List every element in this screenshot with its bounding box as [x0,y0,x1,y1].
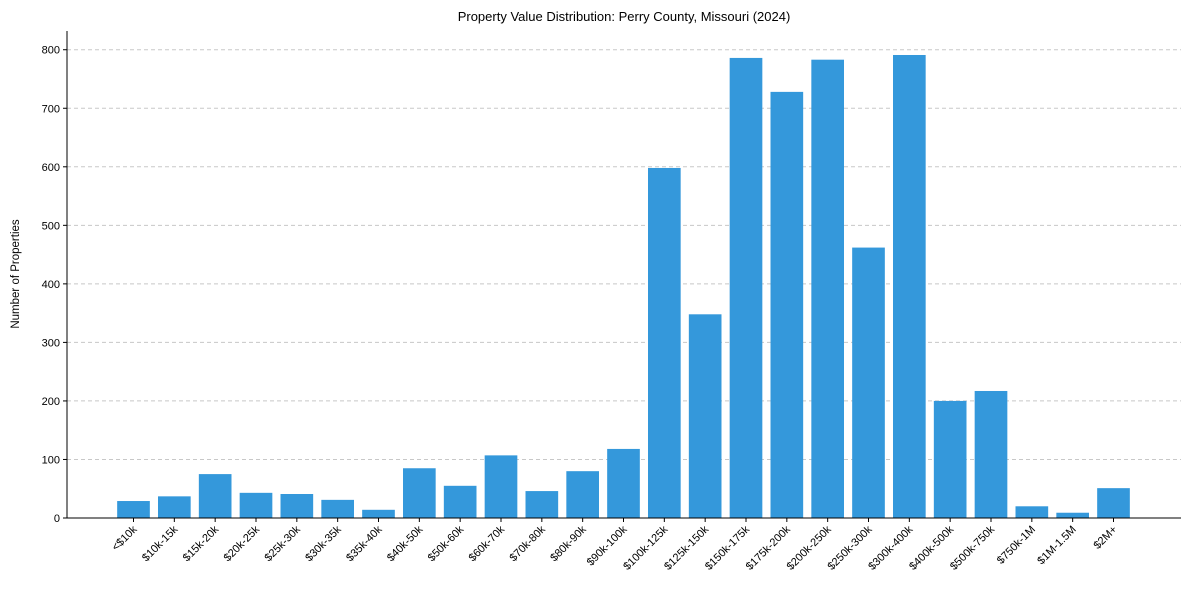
x-tick-label: $2M+ [1091,524,1119,552]
bar-10 [525,491,559,518]
bar-6 [362,509,395,518]
x-tick-label: $40k-50k [385,523,426,564]
x-tick-label: $60k-70k [467,523,508,564]
axes [66,31,1181,519]
y-tick-label: 800 [42,45,60,57]
bar-1 [158,496,191,518]
x-axis-ticks: <$10k $10k-15k $15k-20k $20k-25k $25k-30k $30… [110,518,1120,573]
x-tick-label: $15k-20k [181,523,222,564]
y-tick-label: 400 [42,279,60,291]
bar-20 [933,400,967,518]
y-tick-label: 300 [42,337,60,349]
y-axis-ticks: 0 100 200 300 400 500 600 700 800 [42,45,67,525]
bar-23 [1056,512,1089,518]
y-tick-label: 500 [42,220,60,232]
bar-4 [280,494,314,518]
x-tick-label: $50k-60k [426,523,467,564]
bar-3 [239,492,273,518]
bar-13 [648,167,681,518]
gridlines [67,49,1181,519]
y-axis-label: Number of Properties [10,219,22,329]
y-tick-label: 100 [42,454,60,466]
bar-14 [688,314,722,518]
bar-24 [1097,488,1130,518]
x-tick-label: $750k-1M [995,524,1038,567]
bar-18 [852,247,885,518]
x-tick-label: $25k-30k [262,523,303,564]
x-tick-label: $10k-15k [140,523,181,564]
bar-2 [198,474,232,518]
bar-12 [607,448,640,518]
bar-16 [770,91,804,518]
bars [117,54,1130,519]
x-tick-label: $80k-90k [548,523,589,564]
bar-8 [443,485,477,518]
bar-21 [974,390,1008,518]
bar-7 [403,468,436,518]
x-tick-label: $70k-80k [507,523,548,564]
y-tick-label: 600 [42,162,60,174]
x-tick-label: $35k-40k [344,523,385,564]
x-tick-label: $1M-1.5M [1035,524,1079,568]
y-tick-label: 700 [42,103,60,115]
bar-9 [484,455,518,518]
bar-22 [1015,506,1049,518]
bar-11 [566,471,599,518]
y-tick-label: 0 [54,513,60,525]
bar-15 [729,57,763,519]
chart-title: Property Value Distribution: Perry Count… [458,9,791,24]
bar-5 [321,499,354,518]
bar-19 [893,54,926,518]
x-tick-label: $30k-35k [303,523,344,564]
bar-17 [811,59,844,519]
x-tick-label: <$10k [110,523,140,553]
x-tick-label: $500k-750k [948,523,997,572]
bar-0 [117,501,150,518]
x-tick-label: $20k-25k [222,523,263,564]
y-tick-label: 200 [42,396,60,408]
